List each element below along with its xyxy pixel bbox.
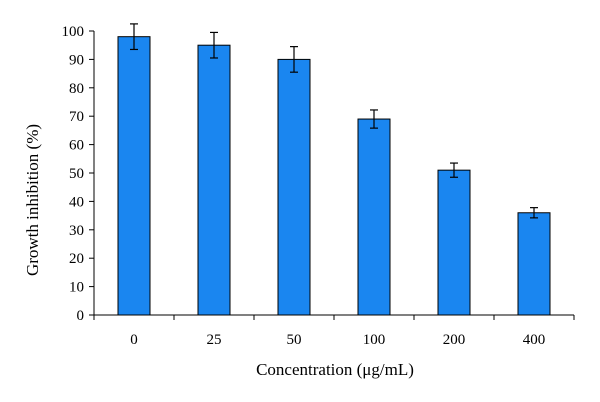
bar-100 — [357, 118, 391, 316]
y-tick-label: 30 — [69, 223, 84, 239]
bar-0 — [117, 36, 151, 316]
y-tick-label: 20 — [69, 251, 84, 267]
bar-200 — [437, 169, 471, 316]
x-tick-label: 400 — [523, 332, 546, 348]
bar-400 — [517, 212, 551, 316]
y-tick-label: 50 — [69, 166, 84, 182]
y-axis-title: Growth inhibition (%) — [23, 124, 42, 276]
bar-50 — [277, 58, 311, 316]
y-tick-label: 0 — [77, 308, 85, 324]
y-tick-label: 10 — [69, 280, 84, 296]
bars — [117, 23, 551, 316]
y-tick-label: 90 — [69, 52, 84, 68]
bar-25 — [197, 44, 231, 316]
x-tick-label: 100 — [363, 332, 386, 348]
x-tick-label: 200 — [443, 332, 466, 348]
y-tick-label: 60 — [69, 138, 84, 154]
y-tick-label: 40 — [69, 194, 84, 210]
y-tick-label: 80 — [69, 81, 84, 97]
x-tick-label: 50 — [287, 332, 302, 348]
x-axis-title: Concentration (μg/mL) — [256, 360, 414, 379]
y-axis-ticks: 0 10 20 30 40 50 60 70 80 90 100 — [62, 24, 94, 324]
x-tick-label: 0 — [130, 332, 138, 348]
x-axis-ticks: 0 25 50 100 200 400 — [93, 315, 575, 348]
y-tick-label: 70 — [69, 109, 84, 125]
y-tick-label: 100 — [62, 24, 85, 40]
x-tick-label: 25 — [207, 332, 222, 348]
